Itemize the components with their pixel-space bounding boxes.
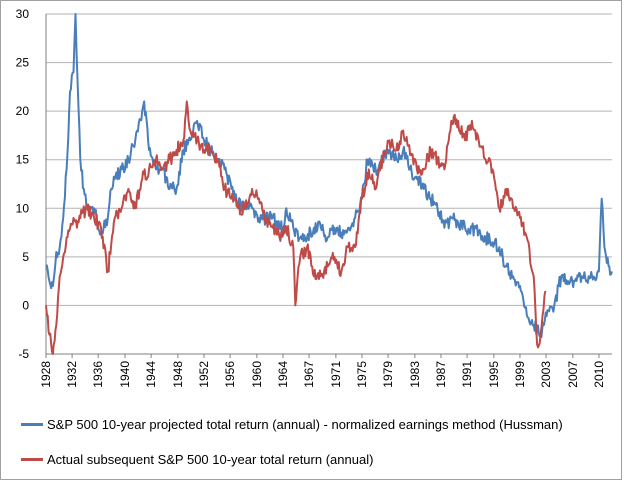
y-tick-label: 5: [22, 250, 29, 264]
x-tick-label: 1952: [197, 361, 211, 388]
x-tick-label: 1932: [65, 361, 79, 388]
y-tick-label: 30: [16, 7, 30, 21]
x-tick-label: 1960: [250, 361, 264, 388]
legend-swatch-red: [21, 457, 43, 461]
legend-label-projected: S&P 500 10-year projected total return (…: [47, 416, 563, 432]
y-tick-label: 20: [16, 104, 30, 118]
x-tick-label: 1975: [355, 361, 369, 388]
x-tick-label: 1991: [460, 361, 474, 388]
x-tick-label: 1944: [144, 361, 158, 388]
x-tick-label: 2003: [539, 361, 553, 388]
x-tick-label: 1979: [381, 361, 395, 388]
y-tick-label: 10: [16, 201, 30, 215]
x-tick-label: 2010: [592, 361, 606, 388]
y-tick-label: 25: [16, 56, 30, 70]
x-tick-label: 1948: [171, 361, 185, 388]
y-tick-label: 15: [16, 153, 30, 167]
x-tick-label: 1999: [513, 361, 527, 388]
x-tick-label: 1940: [118, 361, 132, 388]
x-tick-label: 1936: [91, 361, 105, 388]
x-tick-label: 1983: [408, 361, 422, 388]
y-tick-label: -5: [18, 347, 29, 361]
y-tick-label: 0: [22, 298, 29, 312]
legend-item-actual: Actual subsequent S&P 500 10-year total …: [21, 449, 373, 469]
legend-swatch-blue: [21, 422, 43, 426]
x-tick-label: 1995: [487, 361, 501, 388]
legend-item-projected: S&P 500 10-year projected total return (…: [21, 414, 563, 434]
x-tick-label: 1928: [39, 361, 53, 388]
x-tick-label: 1971: [329, 361, 343, 388]
legend-label-actual: Actual subsequent S&P 500 10-year total …: [47, 451, 374, 467]
series-line-actual: [45, 100, 547, 355]
x-tick-label: 1987: [434, 361, 448, 388]
x-tick-label: 1967: [302, 361, 316, 388]
x-tick-label: 1964: [276, 361, 290, 388]
x-tick-label: 2007: [566, 361, 580, 388]
x-tick-label: 1956: [223, 361, 237, 388]
series-line-projected: [45, 13, 613, 339]
line-chart: -5 0 5 10 15 20 25 30 1928 1932 1936 1940 1944 1948 19…: [16, 7, 613, 388]
